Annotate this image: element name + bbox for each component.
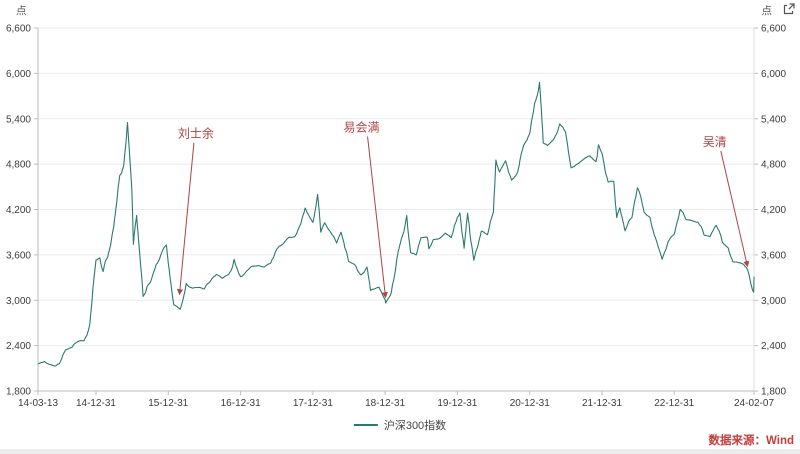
y-tick-label-right: 3,000	[761, 296, 786, 307]
y-tick-label-right: 6,600	[761, 24, 786, 35]
y-tick-label-right: 2,400	[761, 341, 786, 352]
x-tick-label: 19-12-31	[437, 398, 477, 409]
annotation-arrow	[720, 150, 750, 268]
x-tick-label: 16-12-31	[221, 398, 261, 409]
annotation-label: 刘士余	[178, 126, 214, 141]
y-tick-label-left: 6,600	[6, 24, 31, 35]
y-tick-label-left: 6,000	[6, 69, 31, 80]
x-tick-label: 18-12-31	[365, 398, 405, 409]
y-tick-label-right: 1,800	[761, 387, 786, 398]
x-tick-label: 20-12-31	[510, 398, 550, 409]
y-tick-label-left: 3,000	[6, 296, 31, 307]
y-tick-label-left: 5,400	[6, 114, 31, 125]
x-tick-label: 24-02-07	[734, 398, 774, 409]
y-tick-label-right: 4,200	[761, 205, 786, 216]
y-tick-label-right: 5,400	[761, 114, 786, 125]
y-tick-label-right: 4,800	[761, 160, 786, 171]
legend-item[interactable]: 沪深300指数	[353, 417, 447, 433]
window-bottom-edge	[0, 449, 800, 454]
annotation-arrow	[367, 136, 388, 299]
legend-label: 沪深300指数	[383, 420, 447, 432]
annotation-label: 易会满	[344, 121, 380, 135]
y-tick-label-left: 4,200	[6, 205, 31, 216]
y-tick-label-right: 3,600	[761, 250, 786, 261]
series-line	[37, 81, 755, 367]
x-tick-label: 14-12-31	[76, 398, 116, 409]
y-axis-unit-left: 点	[16, 5, 27, 17]
y-tick-label-left: 1,800	[6, 387, 31, 398]
y-tick-label-left: 3,600	[6, 250, 31, 261]
annotation-label: 吴清	[703, 135, 727, 149]
annotation-arrow	[176, 142, 195, 296]
x-tick-label: 21-12-31	[582, 398, 622, 409]
x-tick-label: 22-12-31	[654, 398, 694, 409]
expand-icon[interactable]	[782, 3, 795, 16]
x-tick-label: 15-12-31	[148, 398, 188, 409]
y-tick-label-left: 4,800	[6, 160, 31, 171]
y-axis-unit-right: 点	[761, 5, 773, 17]
data-source-note: 数据来源：Wind	[708, 435, 795, 447]
y-tick-label-left: 2,400	[6, 341, 31, 352]
legend-line-swatch	[353, 424, 378, 426]
y-tick-label-right: 6,000	[761, 69, 786, 80]
x-tick-label: 14-03-13	[18, 398, 58, 409]
x-tick-label: 17-12-31	[293, 398, 333, 409]
